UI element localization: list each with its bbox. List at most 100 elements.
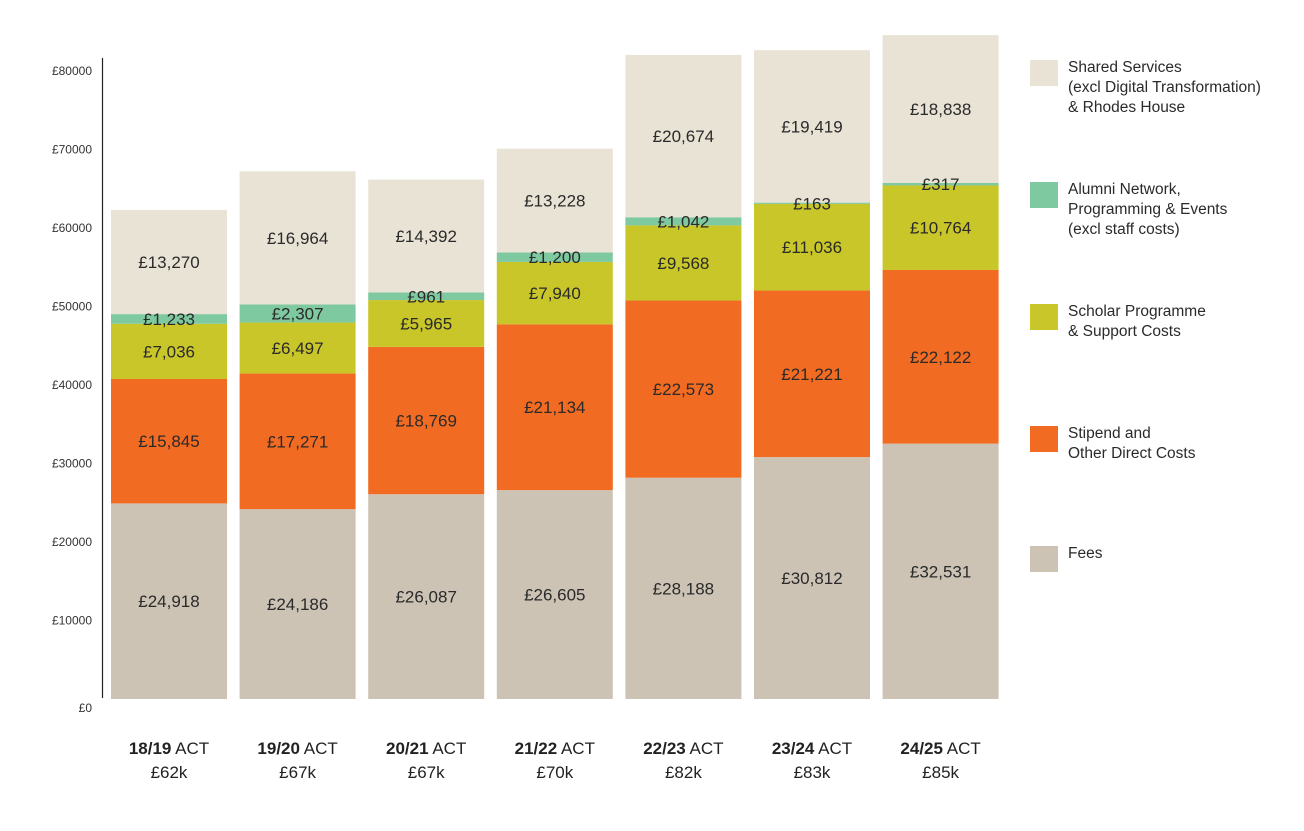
bar-segment — [496, 261, 613, 325]
data-label: £28,188 — [653, 579, 714, 598]
bar-segment — [754, 202, 870, 204]
bar-segment — [625, 54, 742, 218]
bar-stack: £28,188 £22,573 £9,568 £1,042 £20,674 — [625, 54, 742, 699]
data-label: £6,497 — [272, 339, 324, 358]
y-tick-label: £0 — [79, 701, 93, 715]
data-label: £1,233 — [143, 310, 195, 329]
stacked-bar-chart: £0 £10000 £20000 £30000 £40000 £50000 £60000 £7… — [52, 35, 999, 782]
data-label: £15,845 — [138, 432, 199, 451]
data-label: £2,307 — [272, 305, 324, 324]
actual-label: ACT — [171, 739, 209, 758]
data-label: £24,918 — [138, 592, 199, 611]
legend-item: Shared Services (excl Digital Transforma… — [1030, 58, 1261, 118]
total-label: £62k — [151, 763, 188, 782]
data-label: £21,134 — [524, 398, 585, 417]
data-label: £20,674 — [653, 127, 714, 146]
bar-stack: £26,087 £18,769 £5,965 £961 £14,392 — [368, 179, 485, 699]
data-label: £26,087 — [395, 588, 456, 607]
data-label: £7,940 — [529, 284, 581, 303]
x-tick-label: 22/23 ACT — [643, 739, 723, 758]
bar-segment — [754, 457, 870, 699]
bar-segment — [496, 252, 613, 262]
year-label: 21/22 — [515, 739, 558, 758]
bar-segment — [239, 322, 356, 374]
bar-segment — [625, 300, 742, 478]
bar-segment — [496, 148, 613, 253]
bar-segment — [625, 225, 742, 301]
bar-segment — [754, 50, 870, 203]
legend-item: Alumni Network, Programming & Events (ex… — [1030, 180, 1227, 240]
data-label: £30,812 — [781, 569, 842, 588]
total-label: £67k — [279, 763, 316, 782]
x-tick-label: 18/19 ACT — [129, 739, 209, 758]
actual-label: ACT — [300, 739, 338, 758]
y-tick-label: £50000 — [52, 300, 92, 314]
data-label: £163 — [793, 194, 831, 213]
data-label: £5,965 — [400, 314, 452, 333]
actual-label: ACT — [429, 739, 467, 758]
data-label: £13,270 — [138, 253, 199, 272]
bar-segment — [625, 477, 742, 699]
bar-segment — [368, 300, 485, 347]
data-label: £22,573 — [653, 380, 714, 399]
legend-item: Scholar Programme & Support Costs — [1030, 302, 1206, 342]
bar-stack: £24,186 £17,271 £6,497 £2,307 £16,964 — [239, 171, 356, 699]
y-tick-label: £40000 — [52, 378, 92, 392]
legend-label: Alumni Network, Programming & Events (ex… — [1068, 181, 1228, 238]
bar-stack: £24,918 £15,845 £7,036 £1,233 £13,270 — [111, 209, 227, 699]
data-label: £10,764 — [910, 219, 971, 238]
data-label: £961 — [407, 287, 445, 306]
bar-segment — [496, 324, 613, 491]
bar-stack: £26,605 £21,134 £7,940 £1,200 £13,228 — [496, 148, 613, 699]
bar-segment — [368, 292, 485, 301]
data-label: £16,964 — [267, 229, 328, 248]
data-label: £19,419 — [781, 117, 842, 136]
total-label: £70k — [536, 763, 573, 782]
legend-swatch — [1030, 426, 1058, 452]
data-label: £22,122 — [910, 348, 971, 367]
y-tick-label: £20000 — [52, 535, 92, 549]
bars: £24,918 £15,845 £7,036 £1,233 £13,270 £24,186… — [111, 35, 999, 699]
bar-segment — [111, 323, 227, 380]
x-tick-label: 20/21 ACT — [386, 739, 466, 758]
legend-swatch — [1030, 60, 1058, 86]
y-tick-label: £30000 — [52, 457, 92, 471]
bar-segment — [368, 494, 485, 699]
data-label: £14,392 — [395, 227, 456, 246]
bar-segment — [368, 346, 485, 495]
year-label: 19/20 — [257, 739, 300, 758]
data-label: £26,605 — [524, 586, 585, 605]
actual-label: ACT — [814, 739, 852, 758]
total-label: £83k — [794, 763, 831, 782]
legend-item: Stipend and Other Direct Costs — [1030, 424, 1195, 464]
bar-segment — [496, 490, 613, 699]
actual-label: ACT — [557, 739, 595, 758]
bar-segment — [754, 290, 870, 458]
legend-label: Shared Services (excl Digital Transforma… — [1068, 59, 1261, 116]
bar-segment — [111, 379, 227, 504]
x-tick-label: 23/24 ACT — [772, 739, 852, 758]
year-label: 18/19 — [129, 739, 172, 758]
bar-segment — [882, 182, 999, 186]
data-label: £18,769 — [395, 412, 456, 431]
legend-item: Fees — [1030, 544, 1102, 572]
x-axis-labels: 18/19 ACT £62k 19/20 ACT £67k 20/21 ACT £67k 2… — [129, 739, 981, 782]
data-label: £13,228 — [524, 192, 585, 211]
data-label: £1,042 — [657, 212, 709, 231]
y-tick-label: £60000 — [52, 221, 92, 235]
y-axis-ticks: £0 £10000 £20000 £30000 £40000 £50000 £60000 £7… — [52, 64, 92, 715]
y-tick-label: £70000 — [52, 143, 92, 157]
data-label: £17,271 — [267, 432, 328, 451]
bar-segment — [239, 304, 356, 323]
data-label: £21,221 — [781, 365, 842, 384]
bar-stack: £32,531 £22,122 £10,764 £317 £18,838 — [882, 35, 999, 699]
bar-segment — [239, 509, 356, 699]
total-label: £67k — [408, 763, 445, 782]
total-label: £85k — [922, 763, 959, 782]
bar-segment — [111, 314, 227, 324]
total-label: £82k — [665, 763, 702, 782]
y-tick-label: £10000 — [52, 614, 92, 628]
year-label: 24/25 — [900, 739, 943, 758]
x-tick-label: 24/25 ACT — [900, 739, 980, 758]
year-label: 20/21 — [386, 739, 429, 758]
